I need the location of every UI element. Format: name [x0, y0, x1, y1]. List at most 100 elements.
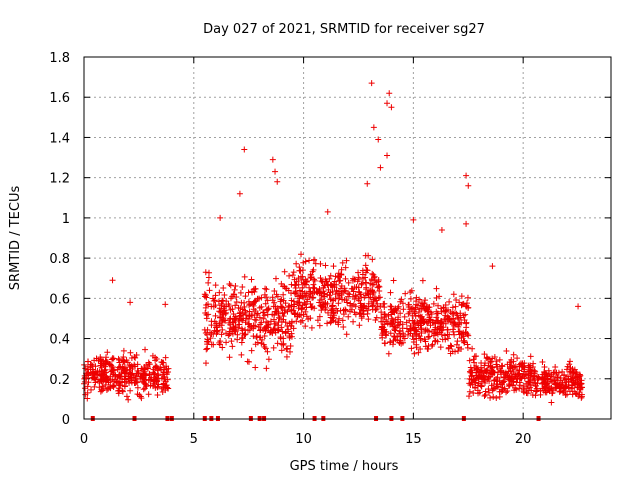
data-point — [491, 354, 498, 361]
data-point — [496, 356, 503, 363]
data-point — [263, 365, 270, 372]
data-point — [241, 332, 248, 339]
data-point — [356, 309, 363, 316]
data-point — [474, 387, 481, 394]
data-point — [121, 378, 128, 385]
data-point — [236, 190, 243, 197]
data-point — [382, 340, 389, 347]
data-point — [317, 296, 324, 303]
data-point — [283, 346, 290, 353]
data-point — [422, 297, 429, 304]
data-point — [541, 363, 548, 370]
data-point — [363, 279, 370, 286]
data-point — [429, 341, 436, 348]
data-point — [206, 287, 213, 294]
data-point — [252, 297, 259, 304]
data-point — [336, 315, 343, 322]
data-point — [201, 291, 208, 298]
data-point — [380, 300, 387, 307]
data-point — [433, 294, 440, 301]
data-point — [102, 366, 109, 373]
data-point — [417, 305, 424, 312]
data-point — [242, 293, 249, 300]
data-point — [303, 304, 310, 311]
data-point — [328, 318, 335, 325]
data-point — [227, 282, 234, 289]
data-point — [397, 298, 404, 305]
data-point — [293, 260, 300, 267]
data-point — [530, 360, 537, 367]
data-point — [455, 316, 462, 323]
data-point — [567, 376, 574, 383]
data-point — [461, 316, 468, 323]
data-point — [375, 283, 382, 290]
data-point — [242, 326, 249, 333]
data-point — [484, 375, 491, 382]
data-point — [415, 333, 422, 340]
data-point — [105, 385, 112, 392]
data-point — [270, 344, 277, 351]
x-tick-label: 15 — [405, 432, 422, 447]
data-point — [503, 348, 510, 355]
data-point — [325, 281, 332, 288]
data-point — [279, 304, 286, 311]
data-point — [399, 339, 406, 346]
data-point — [262, 285, 269, 292]
data-point — [293, 318, 300, 325]
data-point — [212, 292, 219, 299]
data-point — [123, 393, 130, 400]
data-point — [350, 288, 357, 295]
data-point — [84, 395, 91, 402]
data-point — [327, 272, 334, 279]
data-point — [253, 317, 260, 324]
data-point — [214, 329, 221, 336]
data-point — [103, 354, 110, 361]
data-point — [271, 312, 278, 319]
data-point — [292, 289, 299, 296]
data-point — [301, 300, 308, 307]
data-point — [125, 396, 132, 403]
data-point — [275, 310, 282, 317]
data-point — [400, 306, 407, 313]
data-point — [478, 383, 485, 390]
data-point — [203, 315, 210, 322]
data-point — [578, 384, 585, 391]
data-point — [377, 164, 384, 171]
data-point — [485, 374, 492, 381]
data-point — [296, 267, 303, 274]
data-point — [481, 392, 488, 399]
data-point — [260, 315, 267, 322]
data-point — [311, 285, 318, 292]
data-point — [154, 384, 161, 391]
data-point — [269, 156, 276, 163]
data-point — [274, 340, 281, 347]
data-point — [202, 360, 209, 367]
data-point — [324, 309, 331, 316]
data-point — [444, 313, 451, 320]
data-point — [308, 274, 315, 281]
data-point — [249, 301, 256, 308]
data-point — [257, 327, 264, 334]
data-point — [258, 303, 265, 310]
data-point — [482, 388, 489, 395]
data-point — [129, 374, 136, 381]
data-point — [437, 305, 444, 312]
data-point — [365, 300, 372, 307]
data-point — [425, 345, 432, 352]
data-point — [449, 304, 456, 311]
data-point — [445, 345, 452, 352]
data-point — [563, 366, 570, 373]
data-point — [271, 327, 278, 334]
data-point — [163, 366, 170, 373]
x-axis-label: GPS time / hours — [290, 459, 399, 474]
data-point — [226, 354, 233, 361]
data-point — [272, 308, 279, 315]
data-point — [498, 362, 505, 369]
data-point — [539, 374, 546, 381]
data-point — [124, 359, 131, 366]
data-point — [514, 355, 521, 362]
data-point — [298, 251, 305, 258]
data-point — [558, 382, 565, 389]
data-point — [576, 371, 583, 378]
